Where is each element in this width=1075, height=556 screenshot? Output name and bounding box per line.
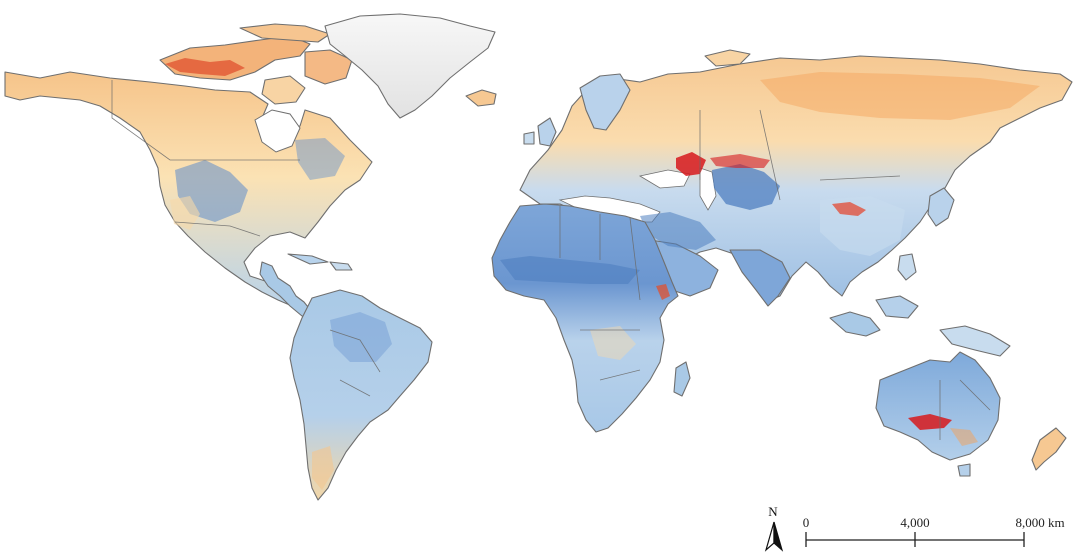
oceania-islands: [957, 427, 1067, 477]
central-america: [259, 253, 353, 323]
iceland: [465, 89, 497, 107]
eurasia: [519, 55, 1073, 307]
madagascar: [673, 361, 691, 397]
asia-islands: [704, 49, 1011, 357]
north-america: [4, 71, 373, 307]
north-arrow: N: [764, 504, 784, 552]
australia: [875, 351, 1001, 461]
south-america: [289, 289, 433, 501]
country-borders: [111, 80, 991, 440]
scale-tick-0: 0: [803, 515, 810, 530]
africa: [491, 203, 679, 433]
scale-bar: 0 4,000 8,000 km: [803, 515, 1065, 547]
scale-tick-8000-km: 8,000 km: [1015, 515, 1064, 530]
north-arrow-label: N: [768, 504, 778, 519]
canadian-arctic-islands: [159, 23, 353, 105]
greenland: [324, 13, 496, 119]
scale-tick-4000: 4,000: [900, 515, 929, 530]
